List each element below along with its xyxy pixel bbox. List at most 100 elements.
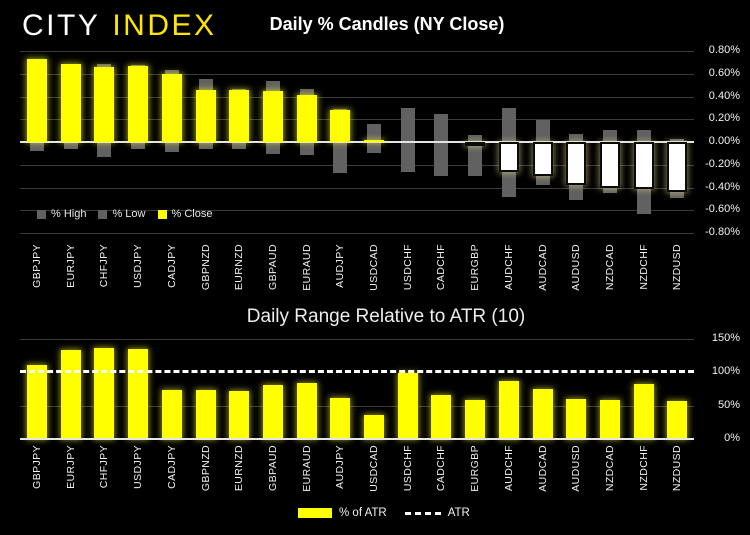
x-label-GBPNZD: GBPNZD — [199, 244, 212, 291]
atr-bar-AUDCAD — [532, 388, 553, 440]
atr-bar-AUDCHF — [498, 380, 519, 439]
atr-bar-GBPNZD — [195, 390, 216, 439]
atr-bar-USDCHF — [397, 373, 418, 439]
y-tick-label: -0.40% — [705, 180, 740, 193]
x-label-USDJPY: USDJPY — [132, 244, 145, 288]
legend-high-label: % High — [51, 208, 87, 220]
atr-bar-swatch-icon — [298, 508, 332, 518]
x-label-AUDUSD: AUDUSD — [570, 244, 583, 291]
close-bar-CADJPY — [161, 73, 182, 143]
close-bar-NZDCAD — [599, 142, 620, 188]
wick-CADCHF — [434, 113, 449, 177]
x-label-AUDCAD: AUDCAD — [536, 445, 549, 492]
gridline — [20, 96, 694, 98]
atr-range-title: Daily Range Relative to ATR (10) — [246, 306, 526, 327]
wick-USDCHF — [400, 107, 415, 172]
gridline — [20, 405, 694, 407]
gridline — [20, 73, 694, 75]
gridline — [20, 51, 694, 52]
close-swatch-icon — [157, 209, 167, 219]
baseline-axis — [20, 438, 694, 440]
atr-bar-NZDCHF — [633, 384, 654, 439]
atr-bar-AUDJPY — [330, 397, 351, 439]
gridline — [20, 187, 694, 189]
atr-bar-USDJPY — [128, 348, 149, 440]
x-label-AUDCHF: AUDCHF — [502, 445, 515, 492]
x-label-GBPAUD: GBPAUD — [266, 445, 279, 491]
legend-atr-label: ATR — [447, 507, 470, 519]
wick-USDCAD — [367, 123, 381, 154]
x-label-AUDCAD: AUDCAD — [536, 244, 549, 291]
x-label-EURGBP: EURGBP — [469, 445, 482, 492]
close-bar-GBPAUD — [262, 90, 283, 142]
close-bar-AUDCHF — [498, 142, 519, 172]
close-bar-EURGBP — [465, 142, 486, 146]
y-tick-label: 0.60% — [708, 66, 740, 79]
x-label-GBPJPY: GBPJPY — [31, 244, 43, 288]
x-label-EURAUD: EURAUD — [300, 445, 313, 492]
x-label-CADCHF: CADCHF — [435, 445, 448, 492]
x-label-EURGBP: EURGBP — [469, 244, 482, 291]
x-label-EURAUD: EURAUD — [300, 244, 313, 291]
y-tick-label: 0.00% — [708, 135, 740, 147]
y-tick-label: -0.60% — [705, 203, 740, 216]
x-label-GBPAUD: GBPAUD — [266, 244, 279, 290]
zero-axis-line — [20, 141, 694, 143]
x-label-USDCAD: USDCAD — [368, 445, 380, 492]
x-label-CADCHF: CADCHF — [435, 244, 448, 291]
legend-pct-of-atr-label: % of ATR — [339, 507, 387, 519]
gridline — [20, 119, 694, 121]
legend-item-close: % Close — [157, 208, 213, 220]
gridline — [20, 210, 694, 212]
x-label-GBPJPY: GBPJPY — [31, 445, 43, 489]
city-index-logo: CITY INDEX — [22, 9, 217, 43]
atr-bar-CADJPY — [161, 390, 182, 439]
legend-close-label: % Close — [171, 208, 213, 220]
atr-bar-NZDUSD — [667, 400, 688, 439]
x-label-USDCHF: USDCHF — [401, 244, 414, 291]
y-tick-label: -0.20% — [705, 157, 740, 170]
atr-bar-USDCAD — [364, 414, 384, 439]
atr-reference-line — [20, 370, 694, 373]
atr-bar-EURGBP — [465, 400, 486, 439]
legend-low-label: % Low — [112, 208, 146, 220]
atr-bar-NZDCAD — [599, 400, 620, 439]
atr-bar-GBPAUD — [262, 384, 283, 439]
candles-legend: % High % Low % Close — [37, 208, 212, 220]
y-tick-label: -0.80% — [705, 226, 740, 238]
x-label-EURNZD: EURNZD — [233, 244, 246, 291]
x-label-EURJPY: EURJPY — [64, 244, 77, 288]
atr-bar-AUDUSD — [566, 398, 587, 439]
atr-dash-swatch-icon — [404, 511, 441, 515]
close-bar-USDJPY — [128, 65, 149, 142]
close-bar-USDCAD — [364, 139, 384, 142]
x-label-USDCHF: USDCHF — [401, 445, 414, 492]
close-bar-CHFJPY — [94, 66, 115, 142]
gridline — [20, 338, 694, 340]
x-label-EURNZD: EURNZD — [233, 445, 246, 492]
x-label-CHFJPY: CHFJPY — [98, 445, 111, 489]
x-label-USDJPY: USDJPY — [132, 445, 145, 489]
close-bar-NZDCHF — [633, 142, 654, 189]
close-bar-NZDUSD — [667, 142, 688, 192]
legend-item-high: % High — [37, 208, 86, 220]
atr-bar-CADCHF — [431, 395, 452, 439]
x-label-CADJPY: CADJPY — [165, 244, 178, 288]
close-bar-EURNZD — [229, 89, 250, 142]
high-swatch-icon — [37, 209, 46, 219]
x-label-USDCAD: USDCAD — [368, 244, 380, 291]
x-label-NZDUSD: NZDUSD — [671, 244, 684, 291]
x-label-CADJPY: CADJPY — [165, 445, 178, 489]
logo-city-text: CITY — [22, 9, 101, 42]
close-bar-AUDCAD — [532, 142, 553, 177]
close-bar-AUDJPY — [330, 110, 351, 143]
x-label-NZDUSD: NZDUSD — [671, 445, 684, 492]
y-tick-label: 50% — [717, 398, 740, 411]
close-bar-GBPNZD — [195, 89, 216, 142]
x-label-AUDUSD: AUDUSD — [570, 445, 583, 492]
x-label-NZDCAD: NZDCAD — [603, 445, 616, 492]
atr-bar-GBPJPY — [27, 365, 47, 439]
daily-percent-candles-title: Daily % Candles (NY Close) — [269, 14, 505, 34]
